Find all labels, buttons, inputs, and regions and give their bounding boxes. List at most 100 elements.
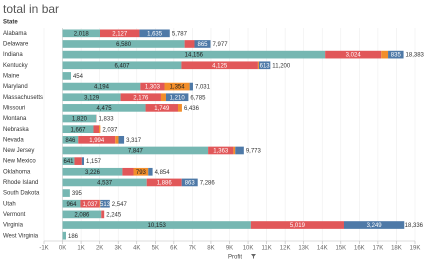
total-label: 2,037	[102, 127, 118, 133]
bar-segment	[343, 221, 405, 229]
bar-segment	[258, 61, 271, 70]
value-label: 1,210	[170, 95, 186, 101]
x-tick-label: 14K	[317, 246, 328, 252]
bar-segment	[62, 199, 81, 208]
value-label: 4,125	[212, 63, 228, 69]
value-label: 2,018	[74, 31, 90, 37]
x-tick-label: 7K	[189, 246, 196, 252]
bar-segment	[133, 167, 149, 176]
x-tick-label: 4K	[133, 246, 140, 252]
bar-segment	[62, 104, 146, 112]
total-label: 395	[72, 191, 83, 197]
bar-segment	[62, 231, 67, 240]
value-label: 863	[185, 181, 196, 187]
x-tick-label: 5K	[152, 246, 159, 252]
x-tick-label: 19K	[410, 246, 421, 252]
x-tick-label: 6K	[170, 246, 177, 252]
y-tick-label: Utah	[3, 201, 16, 207]
bar-segment	[99, 199, 101, 208]
total-label: 7,031	[195, 85, 211, 91]
x-tick-label: 8K	[207, 246, 214, 252]
value-label: 846	[65, 138, 76, 144]
value-label: 835	[391, 53, 402, 59]
bar-segment	[325, 50, 382, 59]
bar-segment	[62, 40, 185, 48]
y-tick-label: New Mexico	[3, 159, 36, 165]
y-tick-label: Montana	[3, 116, 27, 122]
value-label: 1,749	[154, 106, 170, 112]
y-tick-label: West Virginia	[3, 233, 39, 239]
total-label: 2,245	[106, 212, 122, 218]
bar-segment	[184, 40, 195, 48]
value-label: 2,086	[74, 212, 90, 218]
x-tick-label: 10K	[243, 246, 254, 252]
value-label: 3,129	[84, 95, 100, 101]
value-label: 14,156	[185, 53, 204, 59]
bar-segment	[62, 61, 182, 70]
total-label: 4,854	[155, 170, 171, 176]
bar-segment	[233, 146, 236, 155]
total-label: 18,336	[405, 223, 424, 229]
value-label: 4,475	[97, 106, 113, 112]
x-tick-label: 13K	[298, 246, 309, 252]
bar-segment	[93, 125, 100, 134]
y-tick-label: Maryland	[3, 84, 28, 90]
value-label: 2,176	[133, 95, 149, 101]
value-label: 793	[136, 170, 147, 176]
bar-segment	[257, 61, 259, 70]
bar-segment	[145, 104, 179, 112]
bar-segment	[181, 61, 258, 70]
bar-segment	[62, 146, 209, 155]
bar-segment	[178, 104, 182, 112]
value-label: 5,019	[290, 223, 306, 229]
value-label: 641	[63, 159, 74, 165]
bar-segment	[115, 135, 119, 144]
y-tick-label: Delaware	[3, 42, 29, 48]
value-label: 6,407	[114, 63, 130, 69]
x-tick-label: 16K	[354, 246, 365, 252]
bar-segment	[189, 82, 193, 91]
y-tick-label: New Jersey	[3, 148, 34, 154]
x-tick-label: 0K	[59, 246, 66, 252]
bar-segment	[101, 210, 105, 219]
value-label: 513	[100, 202, 111, 208]
bar-segment	[62, 157, 75, 165]
bar-segment	[140, 82, 165, 91]
y-tick-label: Indiana	[3, 52, 23, 58]
bar-segment	[165, 93, 189, 102]
bar-segment	[62, 72, 71, 80]
x-tick-label: 17K	[373, 246, 384, 252]
bar-segment	[164, 82, 190, 91]
bar-segment	[120, 93, 161, 102]
value-label: 1,363	[213, 149, 229, 155]
total-label: 7,286	[200, 181, 216, 187]
y-tick-label: South Dakota	[3, 191, 40, 197]
y-tick-label: Rhode Island	[3, 180, 38, 186]
value-label: 1,354	[170, 85, 186, 91]
total-label: 11,200	[272, 63, 291, 69]
total-label: 9,773	[246, 149, 262, 155]
bar-segment	[62, 82, 141, 91]
value-label: 7,847	[128, 149, 144, 155]
value-label: 1,886	[157, 181, 173, 187]
y-tick-label: Nebraska	[3, 127, 29, 133]
bar-segment	[99, 29, 140, 38]
bar-segment	[62, 135, 79, 144]
x-tick-label: 2K	[96, 246, 103, 252]
x-tick-label: 18K	[391, 246, 402, 252]
value-label: 1,037	[83, 202, 99, 208]
bar-segment	[181, 178, 198, 187]
bar-segment	[250, 221, 344, 229]
y-tick-label: Alabama	[3, 31, 27, 37]
y-tick-label: Vermont	[3, 212, 26, 218]
y-tick-label: Oklahoma	[3, 169, 31, 175]
category-header: State	[3, 20, 18, 26]
bar-segment	[122, 167, 134, 176]
value-label: 3,024	[346, 53, 362, 59]
total-label: 1,157	[86, 159, 102, 165]
bar-segment	[100, 199, 110, 208]
total-label: 186	[68, 234, 79, 240]
y-tick-label: Nevada	[3, 137, 24, 143]
value-label: 6,580	[116, 42, 132, 48]
